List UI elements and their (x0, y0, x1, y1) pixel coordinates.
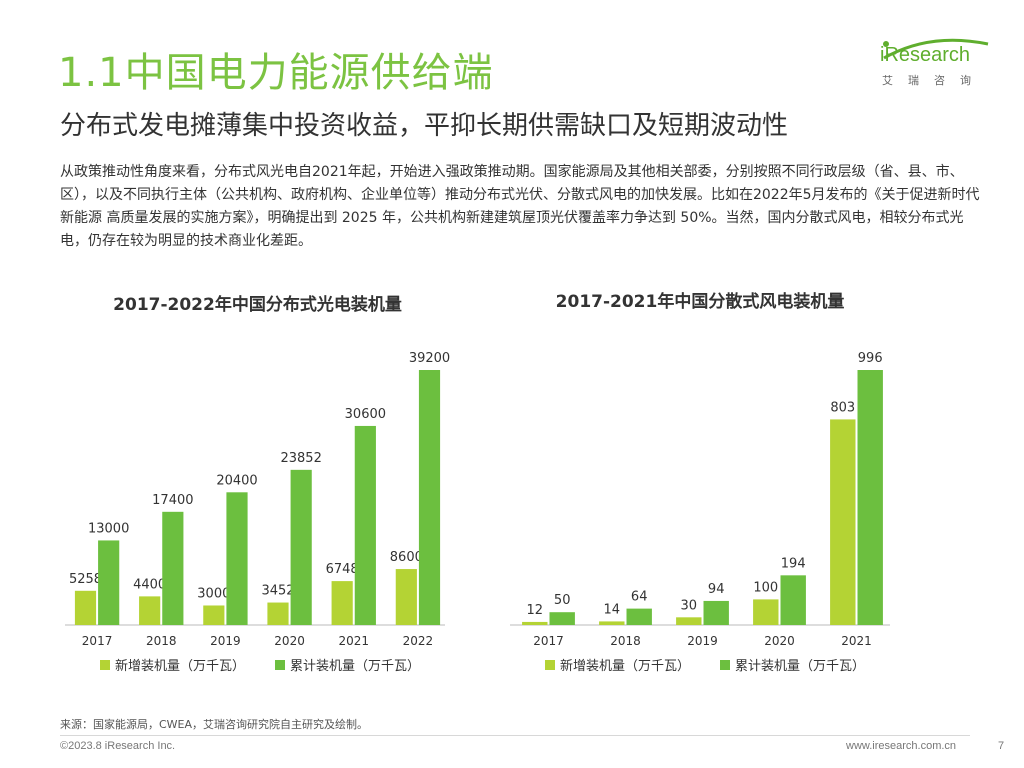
new-capacity-bar (395, 569, 417, 625)
footer-divider (60, 735, 970, 736)
data-label: 30 (681, 598, 698, 613)
data-label: 5258 (69, 572, 102, 587)
cumulative-capacity-bar (418, 370, 441, 625)
legend-swatch (275, 660, 285, 670)
data-label: 39200 (409, 351, 450, 366)
page-number: 7 (998, 740, 1005, 752)
new-capacity-bar (599, 621, 625, 625)
data-label: 996 (858, 351, 883, 366)
x-tick-label: 2022 (403, 634, 434, 648)
cumulative-capacity-bar (626, 608, 652, 625)
data-label: 194 (781, 556, 806, 571)
data-label: 6748 (326, 562, 359, 577)
cumulative-capacity-bar (226, 492, 248, 625)
x-tick-label: 2021 (841, 634, 872, 648)
copyright: ©2023.8 iResearch Inc. (60, 740, 176, 752)
data-label: 3452 (261, 584, 294, 599)
new-capacity-bar (753, 599, 779, 625)
x-tick-label: 2017 (82, 634, 113, 648)
solar-capacity-chart: 5258 13000 2017 4400 17400 2018 3000 20400 2019 3… (65, 351, 450, 674)
logo-subtext: 艾瑞咨询 (882, 74, 986, 87)
chart-title-wind: 2017-2021年中国分散式风电装机量 (555, 292, 845, 312)
logo-text: iResearch (880, 44, 971, 66)
data-label: 64 (631, 590, 648, 605)
x-tick-label: 2020 (764, 634, 795, 648)
cumulative-capacity-bar (780, 575, 806, 625)
data-label: 3000 (197, 586, 230, 601)
legend-label: 新增装机量（万千瓦） (560, 658, 690, 674)
data-label: 30600 (345, 407, 386, 422)
data-label: 8600 (390, 550, 423, 565)
x-tick-label: 2018 (146, 634, 177, 648)
data-label: 803 (830, 400, 855, 415)
source-note: 来源：国家能源局，CWEA，艾瑞咨询研究院自主研究及绘制。 (60, 718, 369, 731)
new-capacity-bar (267, 602, 289, 625)
page-title: 1.1中国电力能源供给端 (58, 50, 494, 96)
cumulative-capacity-bar (162, 511, 184, 625)
new-capacity-bar (203, 605, 225, 625)
legend-label: 累计装机量（万千瓦） (290, 659, 420, 674)
cumulative-capacity-bar (703, 600, 729, 625)
cumulative-capacity-bar (98, 540, 120, 625)
cumulative-capacity-bar (354, 425, 376, 625)
body-paragraph: 从政策推动性角度来看，分布式风光电自2021年起，开始进入强政策推动期。国家能源… (60, 164, 980, 249)
data-label: 17400 (152, 493, 193, 508)
cumulative-capacity-bar (549, 612, 575, 625)
data-label: 12 (527, 603, 544, 618)
logo-swoosh-icon (883, 38, 989, 60)
data-label: 4400 (133, 577, 166, 592)
legend-label: 新增装机量（万千瓦） (115, 658, 245, 674)
iresearch-logo: iResearch 艾瑞咨询 (880, 38, 990, 90)
data-label: 14 (604, 602, 621, 617)
x-tick-label: 2017 (533, 634, 564, 648)
data-label: 20400 (216, 473, 257, 488)
x-tick-label: 2019 (687, 634, 718, 648)
x-tick-label: 2019 (210, 634, 241, 648)
x-tick-label: 2018 (610, 634, 641, 648)
chart-title-solar: 2017-2022年中国分布式光电装机量 (113, 295, 402, 315)
new-capacity-bar (139, 596, 161, 625)
page-subtitle: 分布式发电摊薄集中投资收益，平抑长期供需缺口及短期波动性 (60, 111, 789, 141)
data-label: 23852 (280, 451, 321, 466)
new-capacity-bar (74, 590, 97, 625)
cumulative-capacity-bar (857, 370, 883, 625)
x-tick-label: 2020 (274, 634, 305, 648)
data-label: 13000 (88, 521, 129, 536)
legend-label: 累计装机量（万千瓦） (735, 659, 865, 674)
data-label: 50 (554, 593, 571, 608)
new-capacity-bar (522, 621, 548, 625)
data-label: 100 (753, 580, 778, 595)
legend-swatch (100, 660, 110, 670)
x-tick-label: 2021 (338, 634, 369, 648)
data-label: 94 (708, 582, 725, 597)
new-capacity-bar (331, 581, 353, 625)
new-capacity-bar (676, 617, 702, 625)
legend-swatch (720, 660, 730, 670)
website-link[interactable]: www.iresearch.com.cn (846, 740, 957, 752)
new-capacity-bar (830, 419, 856, 625)
legend-swatch (545, 660, 555, 670)
cumulative-capacity-bar (290, 469, 312, 625)
